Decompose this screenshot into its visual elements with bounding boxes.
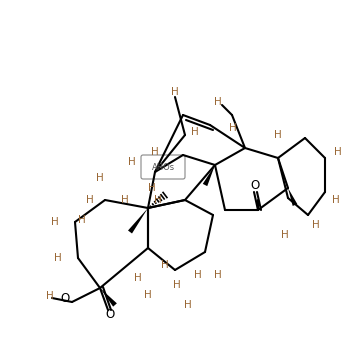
Text: H: H	[144, 290, 152, 300]
Text: H: H	[281, 230, 289, 240]
Text: H: H	[86, 195, 94, 205]
Text: H: H	[171, 87, 179, 97]
Text: H: H	[229, 123, 237, 133]
FancyBboxPatch shape	[141, 155, 185, 179]
Polygon shape	[128, 208, 148, 233]
Text: H: H	[51, 217, 59, 227]
Text: H: H	[148, 183, 156, 193]
Text: H: H	[78, 215, 86, 225]
Text: H: H	[184, 300, 192, 310]
Text: H: H	[194, 270, 202, 280]
Polygon shape	[203, 165, 215, 186]
Text: O: O	[105, 309, 114, 321]
Text: AHOs: AHOs	[151, 163, 175, 171]
Text: H: H	[128, 157, 136, 167]
Text: O: O	[60, 292, 70, 305]
Text: H: H	[134, 273, 142, 283]
Text: H: H	[191, 127, 199, 137]
Text: H: H	[332, 195, 340, 205]
Text: H: H	[46, 291, 54, 301]
Text: H: H	[312, 220, 320, 230]
Text: H: H	[274, 130, 282, 140]
Text: H: H	[154, 195, 162, 205]
Text: H: H	[214, 97, 222, 107]
Text: H: H	[96, 173, 104, 183]
Text: H: H	[334, 147, 342, 157]
Polygon shape	[288, 188, 297, 206]
Text: H: H	[54, 253, 62, 263]
Text: H: H	[151, 147, 159, 157]
Polygon shape	[100, 288, 117, 307]
Text: H: H	[161, 260, 169, 270]
Text: H: H	[173, 280, 181, 290]
Text: H: H	[121, 195, 129, 205]
Text: H: H	[214, 270, 222, 280]
Text: O: O	[250, 179, 260, 192]
